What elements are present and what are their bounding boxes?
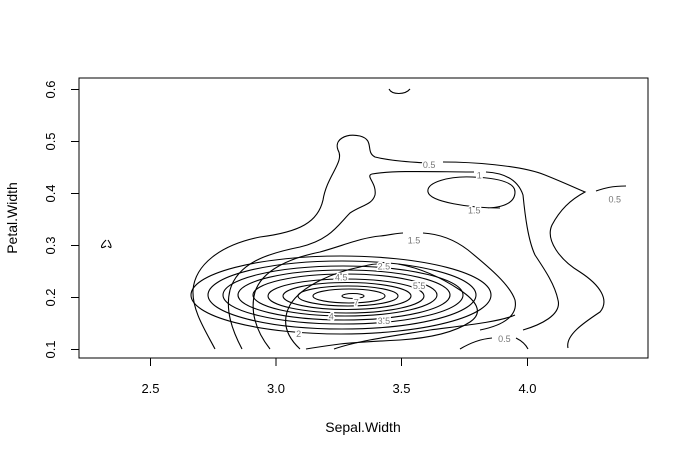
contour-line: [312, 288, 386, 304]
x-tick-label: 3.5: [392, 381, 410, 396]
contour-line: [427, 176, 516, 209]
contour-line: [282, 281, 412, 311]
contour-labels: 0.5 1 1.5 0.5 1.5 2.5 4.5 5.5 7 4 3.5 2 0.5: [295, 158, 623, 345]
contour-label: 7: [354, 298, 359, 308]
contour-line: [388, 88, 411, 95]
contour-label: 0.5: [609, 195, 622, 205]
contour-label: 4.5: [335, 273, 348, 283]
contour-line: [237, 269, 451, 321]
y-tick-label: 0.6: [43, 80, 58, 98]
contour-label: 1.5: [468, 206, 481, 216]
contour-line: [222, 265, 464, 325]
contour-line: [297, 285, 399, 307]
x-tick-label: 3.0: [267, 381, 285, 396]
contour-line: [595, 185, 627, 192]
x-tick-label: 2.5: [141, 381, 159, 396]
contour-label: 0.5: [498, 334, 511, 344]
contour-lines: [100, 88, 627, 350]
contour-label: 1: [477, 170, 482, 180]
contour-label: 2.5: [378, 261, 391, 271]
contour-label: 4: [329, 312, 334, 322]
y-tick-label: 0.1: [43, 340, 58, 358]
x-axis-title: Sepal.Width: [325, 419, 400, 435]
contour-label: 5.5: [413, 281, 426, 291]
y-tick-label: 0.3: [43, 236, 58, 254]
contour-line: [192, 134, 605, 350]
y-axis-title: Petal.Width: [4, 182, 20, 254]
contour-label: 2: [296, 329, 301, 339]
y-tick-label: 0.4: [43, 184, 58, 202]
contour-line: [252, 232, 516, 350]
y-tick-label: 0.2: [43, 288, 58, 306]
y-axis: [71, 89, 80, 350]
contour-line: [190, 255, 492, 335]
x-axis: [150, 357, 528, 366]
contour-line: [459, 337, 529, 350]
y-tick-label: 0.5: [43, 132, 58, 150]
contour-line: [252, 273, 438, 317]
contour-label: 0.5: [423, 160, 436, 170]
contour-line: [100, 239, 112, 249]
contour-line: [267, 278, 425, 314]
contour-line: [207, 260, 477, 330]
contour-label: 3.5: [378, 316, 391, 326]
contour-label: 1.5: [408, 235, 421, 245]
x-tick-label: 4.0: [518, 381, 536, 396]
contour-line: [285, 263, 478, 350]
contour-line: [333, 314, 516, 350]
contour-line: [341, 292, 365, 300]
contour-line: [227, 170, 559, 350]
